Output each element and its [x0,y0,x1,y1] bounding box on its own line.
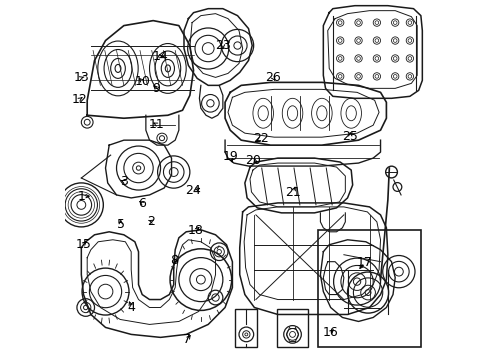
Text: 5: 5 [117,218,124,231]
Text: 2: 2 [147,215,155,228]
Text: 21: 21 [285,186,300,199]
Bar [318,230,420,347]
Bar [235,310,257,347]
Text: 18: 18 [188,224,203,237]
Bar [277,310,307,347]
Text: 15: 15 [75,238,91,251]
Text: 9: 9 [152,82,160,95]
Text: 13: 13 [73,71,89,84]
Text: 16: 16 [322,326,338,339]
Text: 3: 3 [120,175,128,188]
Text: 6: 6 [138,197,146,210]
Text: 23: 23 [215,39,230,52]
Text: 20: 20 [245,154,261,167]
Text: 7: 7 [183,333,191,346]
Text: 12: 12 [72,93,87,106]
Text: 10: 10 [134,75,150,88]
Text: 17: 17 [356,256,372,269]
Text: 24: 24 [184,184,200,197]
Text: 4: 4 [127,301,135,314]
Text: 26: 26 [265,71,281,84]
Text: 11: 11 [148,118,164,131]
Text: 8: 8 [170,254,178,267]
Text: 25: 25 [342,130,358,144]
Text: 22: 22 [252,132,268,145]
Text: 1: 1 [77,190,85,203]
Text: 19: 19 [222,150,238,163]
Text: 14: 14 [152,50,168,63]
